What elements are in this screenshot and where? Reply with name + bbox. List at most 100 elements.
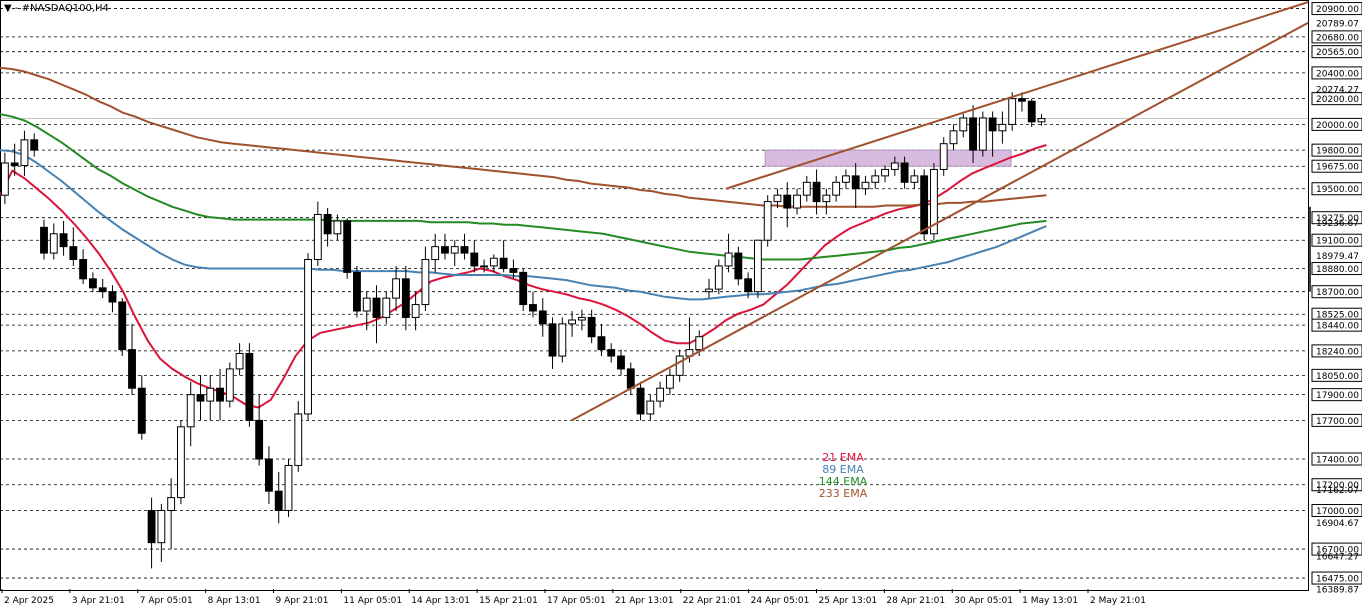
candle-body[interactable] bbox=[548, 323, 557, 357]
candle-body[interactable] bbox=[705, 288, 713, 293]
trend-line-channel-upper[interactable] bbox=[725, 1, 1309, 190]
candle-body[interactable] bbox=[695, 336, 704, 351]
candle-body[interactable] bbox=[128, 349, 136, 389]
candle-body[interactable] bbox=[274, 490, 283, 511]
candle-body[interactable] bbox=[617, 355, 625, 370]
candle-body[interactable] bbox=[734, 252, 743, 280]
candle-body[interactable] bbox=[186, 394, 195, 428]
candle-body[interactable] bbox=[871, 175, 880, 183]
candle-body[interactable] bbox=[392, 278, 400, 299]
candle-body[interactable] bbox=[763, 201, 772, 241]
candle-body[interactable] bbox=[646, 400, 655, 415]
candle-body[interactable] bbox=[450, 246, 459, 254]
candle-body[interactable] bbox=[1037, 118, 1046, 123]
candle-body[interactable] bbox=[969, 117, 977, 151]
candle-body[interactable] bbox=[421, 259, 430, 306]
candle-body[interactable] bbox=[167, 497, 176, 511]
candle-body[interactable] bbox=[509, 268, 518, 273]
candle-body[interactable] bbox=[88, 278, 97, 289]
candle-body[interactable] bbox=[900, 162, 909, 183]
candle-body[interactable] bbox=[773, 194, 782, 203]
candle-body[interactable] bbox=[558, 323, 567, 357]
candle-body[interactable] bbox=[362, 297, 371, 312]
candle-body[interactable] bbox=[538, 310, 547, 325]
candle-body[interactable] bbox=[304, 259, 312, 415]
candle-body[interactable] bbox=[607, 349, 616, 357]
candle-body[interactable] bbox=[783, 194, 792, 209]
candle-body[interactable] bbox=[851, 175, 860, 190]
candle-body[interactable] bbox=[441, 246, 449, 254]
candle-body[interactable] bbox=[714, 265, 723, 290]
candle-body[interactable] bbox=[79, 259, 88, 280]
candle-body[interactable] bbox=[626, 368, 635, 389]
candle-body[interactable] bbox=[118, 301, 127, 351]
candle-body[interactable] bbox=[744, 278, 753, 293]
candle-body[interactable] bbox=[216, 387, 224, 402]
candle-body[interactable] bbox=[1027, 100, 1036, 123]
candle-body[interactable] bbox=[313, 213, 322, 261]
candle-body[interactable] bbox=[939, 143, 948, 170]
candle-body[interactable] bbox=[841, 175, 850, 183]
candle-body[interactable] bbox=[597, 336, 606, 351]
candle-body[interactable] bbox=[930, 168, 938, 235]
candle-body[interactable] bbox=[157, 509, 166, 544]
candle-body[interactable] bbox=[861, 181, 870, 190]
candle-body[interactable] bbox=[265, 458, 273, 492]
candle-body[interactable] bbox=[294, 413, 303, 466]
candle-body[interactable] bbox=[343, 220, 352, 273]
candle-body[interactable] bbox=[519, 271, 528, 306]
candle-body[interactable] bbox=[10, 162, 19, 167]
candle-body[interactable] bbox=[812, 181, 821, 203]
candle-body[interactable] bbox=[323, 213, 332, 235]
candle-body[interactable] bbox=[20, 139, 29, 167]
candle-body[interactable] bbox=[949, 130, 958, 145]
candle-body[interactable] bbox=[1018, 98, 1026, 102]
candle-body[interactable] bbox=[431, 246, 440, 261]
candle-body[interactable] bbox=[656, 387, 665, 402]
candle-body[interactable] bbox=[147, 509, 156, 544]
candle-body[interactable] bbox=[724, 252, 733, 267]
candle-body[interactable] bbox=[822, 194, 831, 203]
candle-body[interactable] bbox=[988, 117, 997, 132]
candle-body[interactable] bbox=[411, 304, 420, 318]
candle-body[interactable] bbox=[890, 162, 899, 170]
candle-body[interactable] bbox=[69, 246, 78, 261]
candle-body[interactable] bbox=[59, 233, 68, 248]
candle-body[interactable] bbox=[235, 352, 244, 370]
candle-body[interactable] bbox=[333, 220, 342, 235]
candle-body[interactable] bbox=[959, 117, 968, 132]
candle-body[interactable] bbox=[49, 233, 58, 254]
candle-body[interactable] bbox=[587, 316, 596, 338]
candle-body[interactable] bbox=[832, 181, 841, 196]
candle-body[interactable] bbox=[460, 246, 469, 254]
candle-body[interactable] bbox=[255, 419, 264, 460]
candle-body[interactable] bbox=[978, 117, 987, 151]
candle-body[interactable] bbox=[372, 297, 381, 318]
candle-body[interactable] bbox=[176, 426, 185, 499]
candle-body[interactable] bbox=[40, 226, 48, 254]
candle-body[interactable] bbox=[196, 394, 205, 402]
candle-body[interactable] bbox=[98, 287, 107, 293]
candle-body[interactable] bbox=[489, 257, 498, 267]
candle-body[interactable] bbox=[206, 387, 215, 402]
candle-body[interactable] bbox=[881, 168, 889, 177]
candle-body[interactable] bbox=[137, 387, 146, 434]
candle-body[interactable] bbox=[910, 175, 919, 183]
candle-body[interactable] bbox=[382, 297, 391, 318]
candle-body[interactable] bbox=[0, 162, 9, 196]
candle-body[interactable] bbox=[636, 387, 645, 415]
candle-body[interactable] bbox=[920, 175, 929, 235]
candle-body[interactable] bbox=[108, 291, 117, 303]
candle-body[interactable] bbox=[499, 257, 508, 270]
candle-body[interactable] bbox=[401, 278, 410, 318]
candle-body[interactable] bbox=[529, 304, 537, 312]
candle-body[interactable] bbox=[675, 355, 684, 376]
candle-body[interactable] bbox=[998, 123, 1007, 132]
candle-body[interactable] bbox=[1008, 98, 1017, 125]
candle-body[interactable] bbox=[353, 271, 361, 312]
candle-body[interactable] bbox=[568, 319, 577, 325]
candle-body[interactable] bbox=[30, 139, 39, 151]
trend-line-channel-lower[interactable] bbox=[571, 21, 1309, 422]
symbol-title[interactable]: ▼ - #NASDAQ100,H4 bbox=[4, 3, 109, 14]
